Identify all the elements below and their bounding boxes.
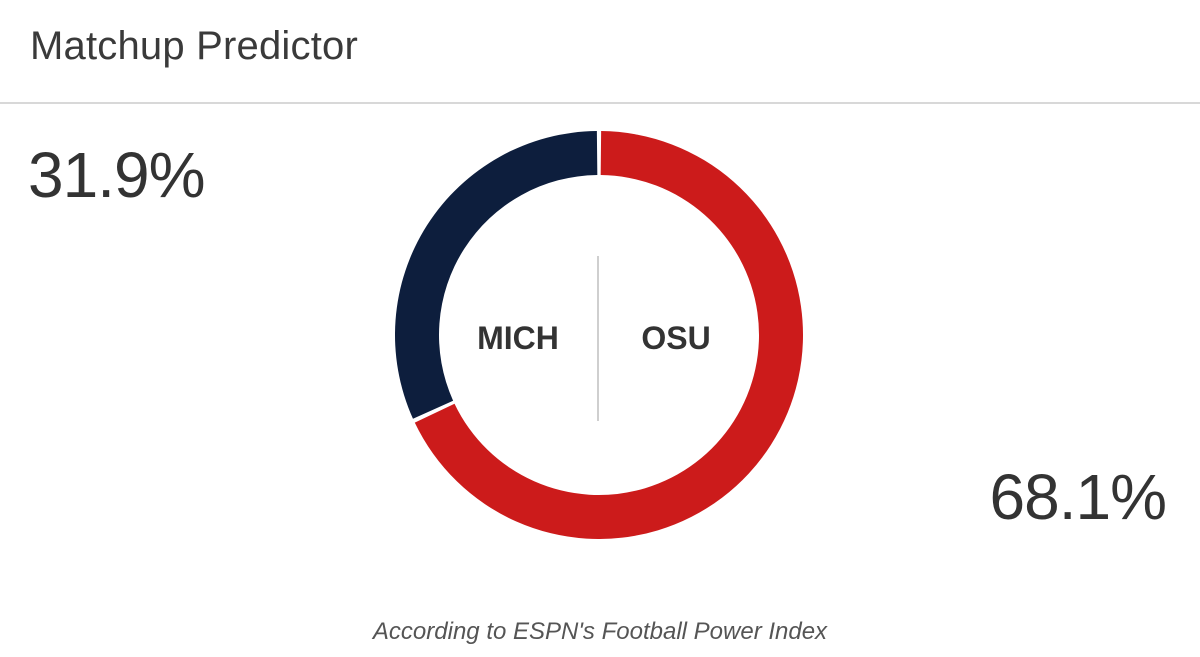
donut-slices — [395, 131, 803, 539]
away-win-probability: 31.9% — [28, 139, 205, 211]
footnote: According to ESPN's Football Power Index — [372, 618, 828, 645]
page-title: Matchup Predictor — [30, 24, 358, 68]
header: Matchup Predictor — [0, 0, 1200, 104]
donut-slice-mich — [395, 131, 598, 419]
home-win-probability: 68.1% — [989, 461, 1167, 533]
away-team-label: MICH — [477, 320, 559, 356]
home-team-label: OSU — [641, 320, 710, 356]
matchup-donut-chart: MICH OSU — [395, 131, 803, 539]
